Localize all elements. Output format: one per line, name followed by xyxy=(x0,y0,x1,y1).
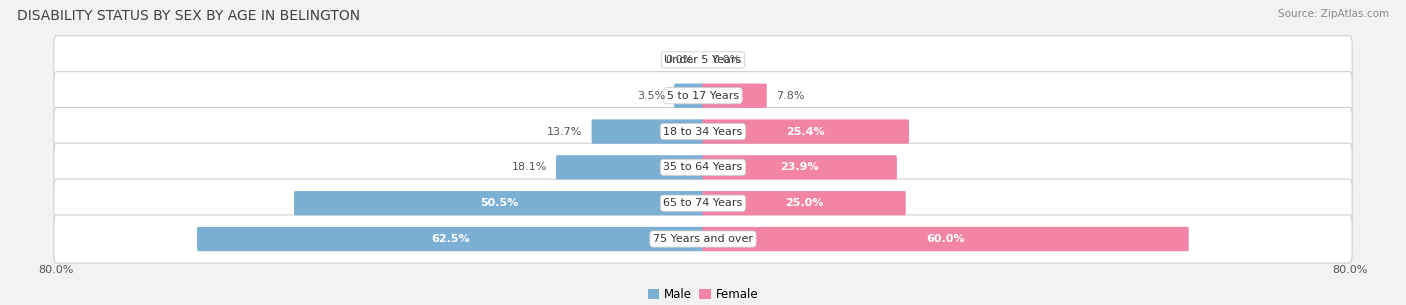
FancyBboxPatch shape xyxy=(703,155,897,180)
FancyBboxPatch shape xyxy=(703,84,766,108)
FancyBboxPatch shape xyxy=(53,107,1353,156)
FancyBboxPatch shape xyxy=(53,215,1353,263)
FancyBboxPatch shape xyxy=(53,143,1353,192)
FancyBboxPatch shape xyxy=(53,36,1353,84)
FancyBboxPatch shape xyxy=(673,84,703,108)
Text: 5 to 17 Years: 5 to 17 Years xyxy=(666,91,740,101)
Text: 7.8%: 7.8% xyxy=(776,91,804,101)
FancyBboxPatch shape xyxy=(592,119,703,144)
FancyBboxPatch shape xyxy=(197,227,703,251)
Text: 18.1%: 18.1% xyxy=(512,162,547,172)
Text: 65 to 74 Years: 65 to 74 Years xyxy=(664,198,742,208)
FancyBboxPatch shape xyxy=(703,227,1188,251)
FancyBboxPatch shape xyxy=(703,119,910,144)
Text: 50.5%: 50.5% xyxy=(479,198,517,208)
Text: 0.0%: 0.0% xyxy=(665,55,693,65)
FancyBboxPatch shape xyxy=(53,179,1353,227)
FancyBboxPatch shape xyxy=(294,191,703,215)
FancyBboxPatch shape xyxy=(703,191,905,215)
FancyBboxPatch shape xyxy=(555,155,703,180)
Text: 62.5%: 62.5% xyxy=(432,234,470,244)
Text: 0.0%: 0.0% xyxy=(713,55,741,65)
Text: 35 to 64 Years: 35 to 64 Years xyxy=(664,162,742,172)
Text: DISABILITY STATUS BY SEX BY AGE IN BELINGTON: DISABILITY STATUS BY SEX BY AGE IN BELIN… xyxy=(17,9,360,23)
Text: 25.4%: 25.4% xyxy=(786,127,825,137)
Text: Source: ZipAtlas.com: Source: ZipAtlas.com xyxy=(1278,9,1389,19)
Text: 23.9%: 23.9% xyxy=(780,162,818,172)
Text: 60.0%: 60.0% xyxy=(927,234,965,244)
Text: 25.0%: 25.0% xyxy=(785,198,824,208)
Text: 13.7%: 13.7% xyxy=(547,127,582,137)
Text: Under 5 Years: Under 5 Years xyxy=(665,55,741,65)
Text: 75 Years and over: 75 Years and over xyxy=(652,234,754,244)
Text: 3.5%: 3.5% xyxy=(637,91,665,101)
Legend: Male, Female: Male, Female xyxy=(643,284,763,305)
Text: 18 to 34 Years: 18 to 34 Years xyxy=(664,127,742,137)
FancyBboxPatch shape xyxy=(53,72,1353,120)
